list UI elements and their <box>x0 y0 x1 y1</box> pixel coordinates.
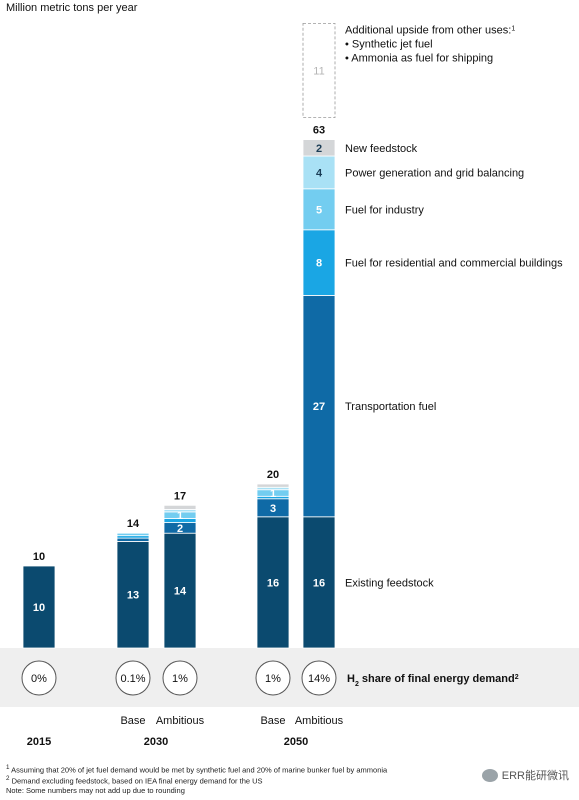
segment-value-label: 1 <box>270 488 276 500</box>
share-circle <box>115 660 151 696</box>
segment-value-label: 16 <box>313 577 325 589</box>
footnote-2-mark: 2 <box>6 775 10 782</box>
bar-segment-fuel-for-industry <box>116 532 150 537</box>
bar-segment-power-generation-and-grid-balancing <box>302 155 336 190</box>
legend-label-fuel-for-industry: Fuel for industry <box>345 204 424 216</box>
segment-value-label: 8 <box>316 258 322 270</box>
bar-total-label: 10 <box>33 551 45 563</box>
segment-value-label: 4 <box>316 167 323 179</box>
footnote-1-text: Assuming that 20% of jet fuel demand wou… <box>11 765 388 775</box>
share-circle <box>21 660 57 696</box>
footnote-2-text: Demand excluding feedstock, based on IEA… <box>11 776 263 786</box>
upside-item: • Synthetic jet fuel <box>345 38 433 50</box>
segment-value-label: 27 <box>313 401 325 413</box>
bar-segment-new-feedstock <box>302 139 336 157</box>
bar-segment-existing-feedstock <box>256 516 290 649</box>
bar-segment-transportation-fuel <box>116 537 150 542</box>
segment-value-label: 2 <box>177 523 183 535</box>
watermark: ERR能研微讯 <box>481 767 569 783</box>
bar-segment-existing-feedstock <box>302 516 336 649</box>
hydrogen-demand-chart: 10100%13140.1%Base1421171%Ambitious16312… <box>0 22 579 748</box>
year-label: 2015 <box>27 736 51 748</box>
legend-label-power-generation-and-grid-balancing: Power generation and grid balancing <box>345 167 524 179</box>
upside-value-label: 11 <box>313 66 324 78</box>
bar-segment-fuel-for-residential-and-commercial-buildings <box>302 229 336 296</box>
bar-segment-new-feedstock <box>163 504 197 510</box>
watermark-text: ERR能研微讯 <box>501 770 569 782</box>
share-value: 0% <box>31 673 47 685</box>
share-value: 14% <box>308 673 330 685</box>
bar-total-label: 20 <box>267 469 279 481</box>
chat-bubble-icon <box>481 768 498 782</box>
share-circle <box>301 660 337 696</box>
share-value: 1% <box>265 673 281 685</box>
segment-value-label: 3 <box>270 503 276 515</box>
bar-total-label: 17 <box>174 490 186 502</box>
footnote-1: 1 Assuming that 20% of jet fuel demand w… <box>6 764 387 775</box>
bar-segment-fuel-for-industry <box>302 188 336 231</box>
scenario-label: Ambitious <box>295 715 344 727</box>
segment-value-label: 2 <box>316 143 322 155</box>
share-circle <box>162 660 198 696</box>
legend-label-existing-feedstock: Existing feedstock <box>345 577 434 589</box>
footnote-note: Note: Some numbers may not add up due to… <box>6 786 185 795</box>
scenario-label: Ambitious <box>156 715 205 727</box>
segment-value-label: 13 <box>127 590 139 602</box>
share-value: 0.1% <box>120 673 145 685</box>
segment-value-label: 5 <box>316 204 322 216</box>
footnote-note-text: Note: Some numbers may not add up due to… <box>6 786 185 795</box>
year-label: 2030 <box>144 736 168 748</box>
segment-value-label: 16 <box>267 577 279 589</box>
share-row-label-part: 2 <box>515 674 519 681</box>
upside-heading: Additional upside from other uses:1 <box>345 24 515 36</box>
share-row-label-part: 2 <box>355 681 359 688</box>
bar-total-label: 14 <box>127 518 140 530</box>
footnote-1-mark: 1 <box>6 764 10 771</box>
share-circle <box>255 660 291 696</box>
upside-item: • Ammonia as fuel for shipping <box>345 52 493 64</box>
upside-dashed-box <box>302 22 336 118</box>
footnote-2: 2 Demand excluding feedstock, based on I… <box>6 775 263 786</box>
y-unit-label: Million metric tons per year <box>6 2 138 14</box>
legend-label-new-feedstock: New feedstock <box>345 143 418 155</box>
share-value: 1% <box>172 673 188 685</box>
bar-segment-transportation-fuel <box>302 294 336 518</box>
legend-label-fuel-for-residential-and-commercial-buildings: Fuel for residential and commercial buil… <box>345 258 563 270</box>
legend-label-transportation-fuel: Transportation fuel <box>345 401 436 413</box>
upside-heading-footnote: 1 <box>511 25 515 32</box>
bar-segment-new-feedstock <box>256 483 290 488</box>
bar-total-label: 63 <box>313 125 325 137</box>
share-row-label: H2 share of final energy demand2 <box>347 673 519 688</box>
scenario-label: Base <box>120 715 145 727</box>
bar-segment-existing-feedstock <box>163 532 197 649</box>
share-row-label-part: share of final energy demand <box>359 673 515 685</box>
segment-value-label: 1 <box>177 510 183 522</box>
segment-value-label: 14 <box>174 586 187 598</box>
bar-segment-existing-feedstock <box>22 565 56 649</box>
bar-segment-existing-feedstock <box>116 541 150 649</box>
year-label: 2050 <box>284 736 308 748</box>
segment-value-label: 10 <box>33 602 45 614</box>
scenario-label: Base <box>260 715 285 727</box>
